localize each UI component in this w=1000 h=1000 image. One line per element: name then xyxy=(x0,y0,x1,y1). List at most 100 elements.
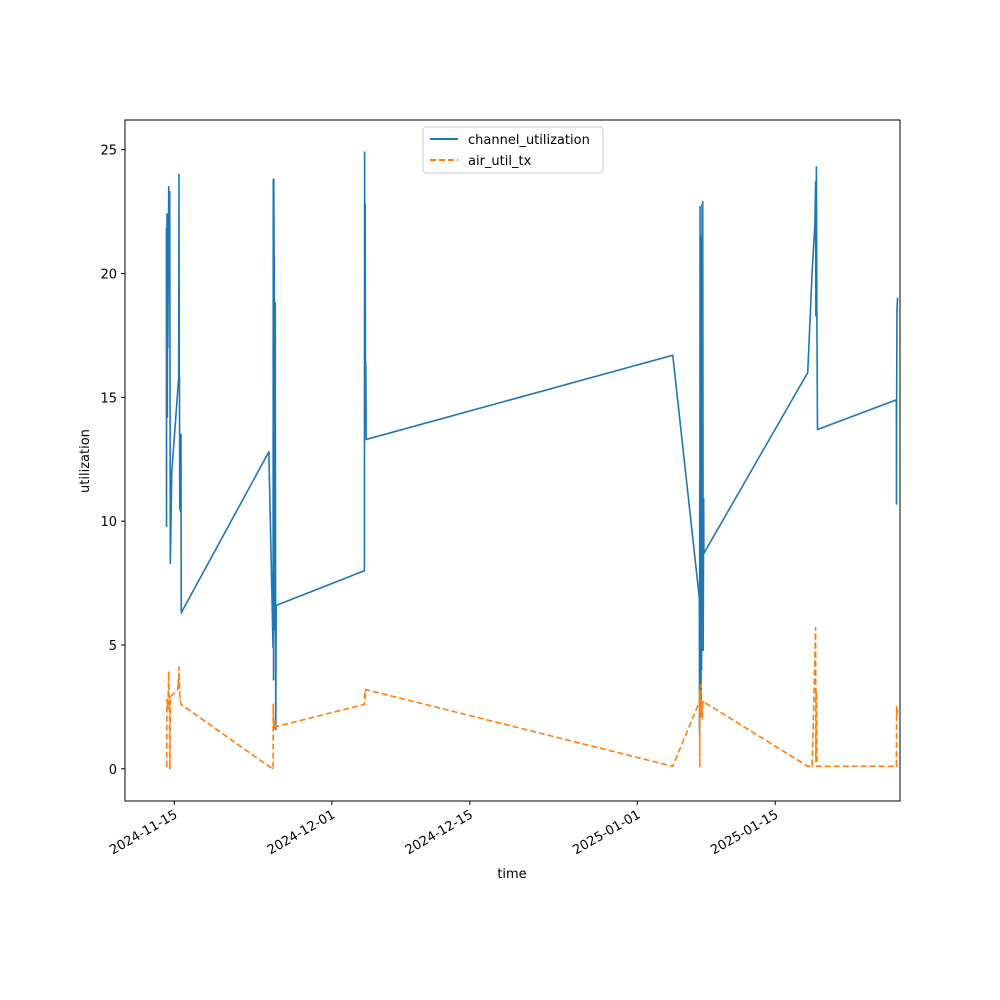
data-point-air-util-tx xyxy=(699,703,701,706)
data-point-channel-utilization xyxy=(272,678,275,681)
data-point-channel-utilization xyxy=(895,391,898,394)
data-point-channel-utilization xyxy=(274,728,277,730)
legend-label-air-util-tx: air_util_tx xyxy=(468,154,532,169)
data-point-channel-utilization xyxy=(364,361,367,364)
data-point-channel-utilization xyxy=(166,213,168,215)
data-point-air-util-tx xyxy=(703,701,705,703)
data-point-air-util-tx xyxy=(274,725,277,728)
data-point-air-util-tx xyxy=(169,696,172,698)
data-point-channel-utilization xyxy=(165,525,168,527)
data-point-channel-utilization xyxy=(364,413,366,416)
data-point-air-util-tx xyxy=(363,693,366,696)
data-point-channel-utilization xyxy=(168,191,171,193)
data-point-air-util-tx xyxy=(166,698,168,701)
data-point-air-util-tx xyxy=(179,698,181,701)
data-point-channel-utilization xyxy=(178,379,181,381)
data-point-channel-utilization xyxy=(896,302,899,305)
data-point-air-util-tx xyxy=(699,696,701,698)
series-points-channel-utilization xyxy=(165,151,899,733)
data-point-air-util-tx xyxy=(699,683,702,686)
y-tick-label: 5 xyxy=(109,639,117,654)
plot-frame xyxy=(124,119,901,802)
data-point-air-util-tx xyxy=(698,701,701,703)
data-point-channel-utilization xyxy=(811,270,813,272)
data-point-air-util-tx xyxy=(700,698,703,701)
data-point-air-util-tx xyxy=(166,701,169,703)
data-point-air-util-tx xyxy=(169,768,171,770)
y-tick-label: 20 xyxy=(100,268,117,283)
data-point-channel-utilization xyxy=(699,235,702,238)
data-point-channel-utilization xyxy=(178,173,180,176)
data-point-channel-utilization xyxy=(699,634,701,636)
data-point-channel-utilization xyxy=(701,203,703,205)
data-point-air-util-tx xyxy=(274,720,276,723)
data-point-channel-utilization xyxy=(166,223,169,225)
data-point-channel-utilization xyxy=(671,354,674,357)
data-point-channel-utilization xyxy=(167,347,169,349)
legend: channel_utilization air_util_tx xyxy=(422,126,604,174)
data-point-air-util-tx xyxy=(896,711,899,713)
data-point-channel-utilization xyxy=(363,151,366,153)
data-point-air-util-tx xyxy=(700,713,703,716)
data-point-channel-utilization xyxy=(815,166,818,168)
y-tick-label: 25 xyxy=(100,144,117,159)
data-point-channel-utilization xyxy=(815,314,817,317)
data-point-channel-utilization xyxy=(700,668,703,671)
data-point-channel-utilization xyxy=(167,186,170,188)
data-point-channel-utilization xyxy=(180,612,183,614)
data-point-air-util-tx xyxy=(698,765,701,768)
data-point-channel-utilization xyxy=(178,507,181,510)
data-point-channel-utilization xyxy=(806,371,809,374)
data-point-channel-utilization xyxy=(701,200,704,203)
data-point-air-util-tx xyxy=(364,696,366,698)
data-point-air-util-tx xyxy=(179,701,182,703)
data-point-channel-utilization xyxy=(273,280,276,282)
data-point-channel-utilization xyxy=(699,205,701,208)
data-point-channel-utilization xyxy=(895,399,898,401)
data-point-air-util-tx xyxy=(272,718,275,721)
data-point-channel-utilization xyxy=(816,428,819,431)
data-point-air-util-tx xyxy=(165,765,168,768)
data-point-channel-utilization xyxy=(699,651,702,654)
data-point-air-util-tx xyxy=(814,626,817,629)
data-point-air-util-tx xyxy=(364,691,366,693)
data-point-air-util-tx xyxy=(268,765,270,768)
legend-frame xyxy=(422,126,604,174)
data-point-air-util-tx xyxy=(180,703,182,706)
data-point-channel-utilization xyxy=(365,438,367,441)
data-point-air-util-tx xyxy=(178,666,180,669)
data-point-channel-utilization xyxy=(700,282,703,285)
data-point-channel-utilization xyxy=(169,562,172,565)
data-point-air-util-tx xyxy=(811,765,813,768)
data-point-air-util-tx xyxy=(815,760,817,763)
data-point-air-util-tx xyxy=(177,678,179,681)
data-point-channel-utilization xyxy=(816,317,818,319)
data-point-air-util-tx xyxy=(274,723,277,726)
data-point-air-util-tx xyxy=(364,688,367,691)
data-point-channel-utilization xyxy=(698,483,701,485)
data-point-channel-utilization xyxy=(168,272,171,275)
data-point-air-util-tx xyxy=(177,686,180,688)
data-point-air-util-tx xyxy=(273,728,276,730)
data-point-air-util-tx xyxy=(896,713,898,716)
data-point-channel-utilization xyxy=(698,597,701,599)
data-point-channel-utilization xyxy=(364,416,367,418)
data-point-channel-utilization xyxy=(274,629,276,631)
data-point-channel-utilization xyxy=(702,498,705,500)
data-point-channel-utilization xyxy=(171,470,173,473)
data-point-air-util-tx xyxy=(699,711,702,713)
data-point-air-util-tx xyxy=(896,708,899,711)
data-point-channel-utilization xyxy=(272,646,274,649)
y-tick-label: 10 xyxy=(100,515,117,530)
data-point-channel-utilization xyxy=(364,203,366,205)
data-point-air-util-tx xyxy=(816,765,818,768)
y-tick-label: 15 xyxy=(100,391,117,406)
data-point-air-util-tx xyxy=(167,671,170,674)
series-layer xyxy=(165,151,899,770)
y-tick-label: 0 xyxy=(109,763,117,778)
data-point-air-util-tx xyxy=(168,765,171,768)
data-point-air-util-tx xyxy=(698,688,701,691)
data-point-channel-utilization xyxy=(895,503,898,505)
data-point-channel-utilization xyxy=(272,178,275,181)
